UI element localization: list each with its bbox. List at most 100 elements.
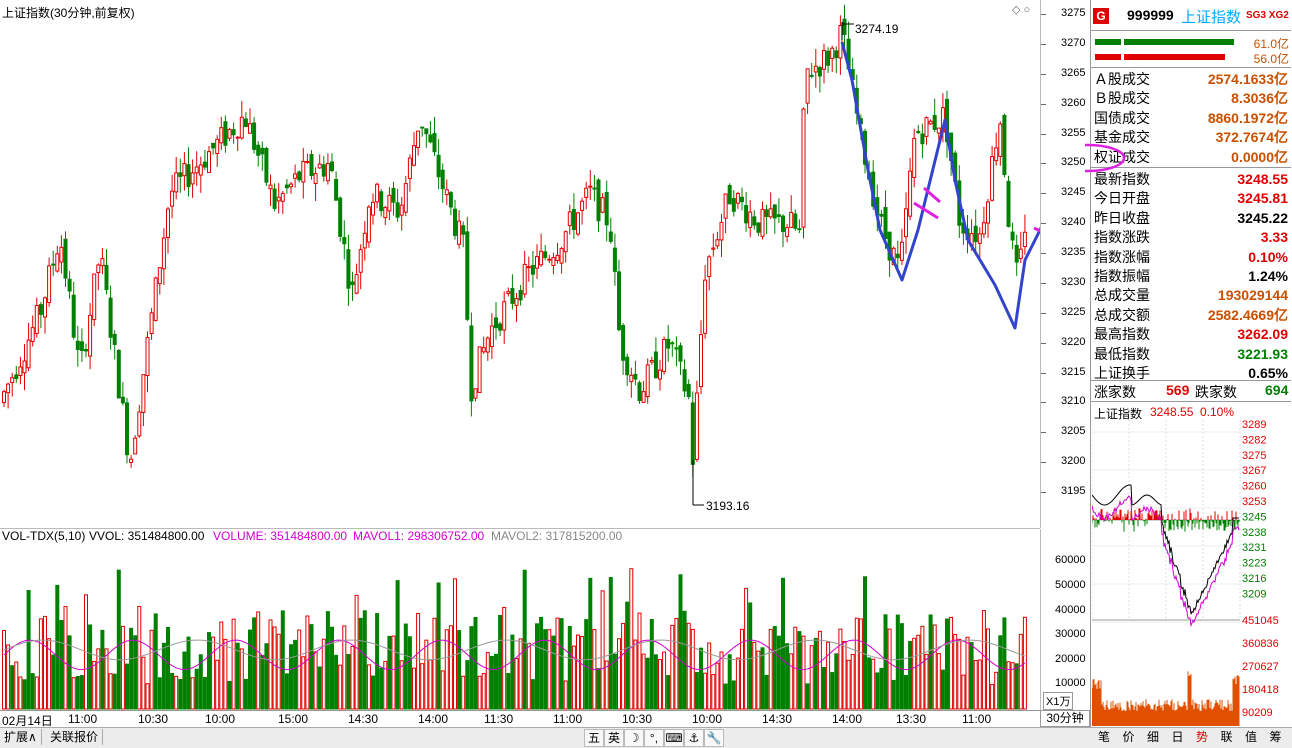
stat-label: 最新指数 — [1094, 171, 1150, 187]
side-tab[interactable]: 值 — [1244, 730, 1257, 744]
anchor-icon[interactable]: ⚓ — [684, 729, 704, 747]
ime-english-icon[interactable]: 英 — [604, 729, 624, 747]
expand-tab[interactable]: 扩展∧ — [0, 729, 42, 745]
candlestick — [932, 98, 937, 133]
volume-bar — [256, 611, 261, 710]
time-axis-label: 13:30 — [896, 712, 927, 726]
volume-tick-label: 20000 — [1055, 652, 1086, 665]
candlestick — [10, 372, 15, 397]
volume-bar — [912, 637, 917, 710]
candlestick — [219, 116, 224, 150]
volume-bar — [346, 654, 351, 710]
volume-bar — [801, 635, 806, 710]
candlestick — [469, 312, 474, 417]
stat-value: 3245.81 — [1237, 190, 1288, 207]
candlestick — [317, 154, 322, 169]
candlestick — [264, 146, 269, 186]
volume-bar — [231, 618, 236, 710]
candlestick — [280, 190, 285, 214]
side-tab[interactable]: 筹 — [1269, 730, 1282, 744]
candlestick — [133, 435, 138, 455]
volume-bar — [170, 672, 175, 710]
side-tab[interactable]: 价 — [1122, 730, 1135, 744]
time-axis-label: 15:00 — [278, 712, 309, 726]
volume-bar — [330, 626, 334, 710]
candlestick — [325, 153, 330, 185]
main-candlestick-chart[interactable]: 上证指数(30分钟,前复权) ◇ ○ 3274.19 3193.16 — [0, 0, 1124, 529]
stat-value: 3221.93 — [1237, 345, 1288, 362]
candlestick — [514, 293, 519, 322]
volume-bar — [740, 628, 744, 710]
stock-code: 999999 — [1127, 7, 1174, 23]
price-tick-label: 3250 — [1061, 156, 1086, 169]
candlestick — [498, 321, 503, 336]
volume-bar — [391, 635, 396, 710]
volume-bar — [461, 675, 466, 710]
candlestick — [731, 190, 736, 217]
side-tab[interactable]: 笔 — [1097, 730, 1110, 744]
candlestick — [674, 336, 679, 367]
mavol1-line — [3, 639, 1026, 671]
candlestick — [6, 382, 11, 409]
candlestick — [18, 356, 23, 385]
mini-intraday-chart[interactable]: 3289 3282 3275 3267 3260 3253 3245 3238 3231 3223… — [1091, 419, 1290, 726]
candlestick — [112, 330, 117, 360]
volume-bar — [248, 629, 252, 710]
window-controls-icon[interactable]: ◇ ○ — [1012, 4, 1031, 16]
candlestick — [506, 287, 511, 297]
moon-icon[interactable]: ☽ — [624, 729, 644, 747]
volume-bar — [604, 660, 609, 710]
side-tab[interactable]: 细 — [1146, 730, 1159, 744]
related-quote-tab[interactable]: 关联报价 — [46, 729, 104, 745]
volume-bar — [379, 667, 384, 710]
candlestick — [252, 116, 257, 154]
candlestick — [998, 121, 1003, 166]
candlestick — [489, 313, 494, 359]
stat-row: Ａ股成交 2574.1633亿 — [1092, 70, 1290, 89]
stat-row: 指数振幅 1.24% — [1092, 267, 1290, 286]
volume-bar — [297, 629, 302, 710]
side-tab[interactable]: 联 — [1220, 730, 1233, 744]
wrench-icon[interactable]: 🔧 — [704, 729, 724, 747]
volume-bar — [645, 657, 650, 710]
candlestick — [551, 252, 556, 275]
low-price-label: 3193.16 — [706, 499, 750, 513]
side-tab[interactable]: 日 — [1171, 730, 1184, 744]
volume-bar — [842, 641, 847, 710]
candlestick — [321, 156, 326, 182]
stat-label: 总成交量 — [1094, 287, 1150, 304]
volume-bar — [518, 638, 523, 710]
volume-bar — [350, 645, 355, 710]
volume-bar — [313, 651, 318, 710]
volume-bar — [137, 605, 142, 710]
candlestick — [227, 127, 232, 142]
price-tick-label: 3260 — [1061, 96, 1086, 109]
candlestick — [473, 388, 478, 402]
mini-chart-pct: 0.10% — [1200, 405, 1235, 419]
volume-bar — [141, 656, 146, 710]
volume-bar — [34, 676, 39, 710]
mini-price-tick: 3231 — [1242, 542, 1266, 554]
price-tick-label: 3270 — [1061, 36, 1086, 49]
keyboard-icon[interactable]: ⌨ — [664, 729, 684, 747]
volume-bar — [826, 641, 831, 710]
volume-bar — [904, 675, 908, 710]
ime-wubi-icon[interactable]: 五 — [584, 729, 604, 747]
volume-bar — [293, 639, 298, 710]
punctuation-icon[interactable]: °, — [644, 729, 664, 747]
mini-price-tick: 3289 — [1242, 420, 1266, 431]
volume-chart[interactable]: VOL-TDX(5,10) VVOL: 351484800.00 VOLUME:… — [0, 529, 1040, 710]
candlestick — [444, 179, 449, 206]
mini-volume-tick: 451045 — [1242, 615, 1279, 627]
candlestick — [420, 126, 425, 137]
volume-bar — [990, 683, 995, 710]
candlestick — [735, 191, 740, 209]
period-selector-button[interactable]: 30分钟 — [1040, 710, 1090, 727]
volume-bar — [571, 645, 576, 710]
side-tab[interactable]: 势 — [1195, 730, 1208, 744]
candlestick — [494, 302, 498, 340]
volume-tick-label: 60000 — [1055, 554, 1086, 567]
mini-price-tick: 3223 — [1242, 558, 1266, 570]
candlestick — [682, 359, 687, 398]
candlestick — [407, 154, 412, 192]
